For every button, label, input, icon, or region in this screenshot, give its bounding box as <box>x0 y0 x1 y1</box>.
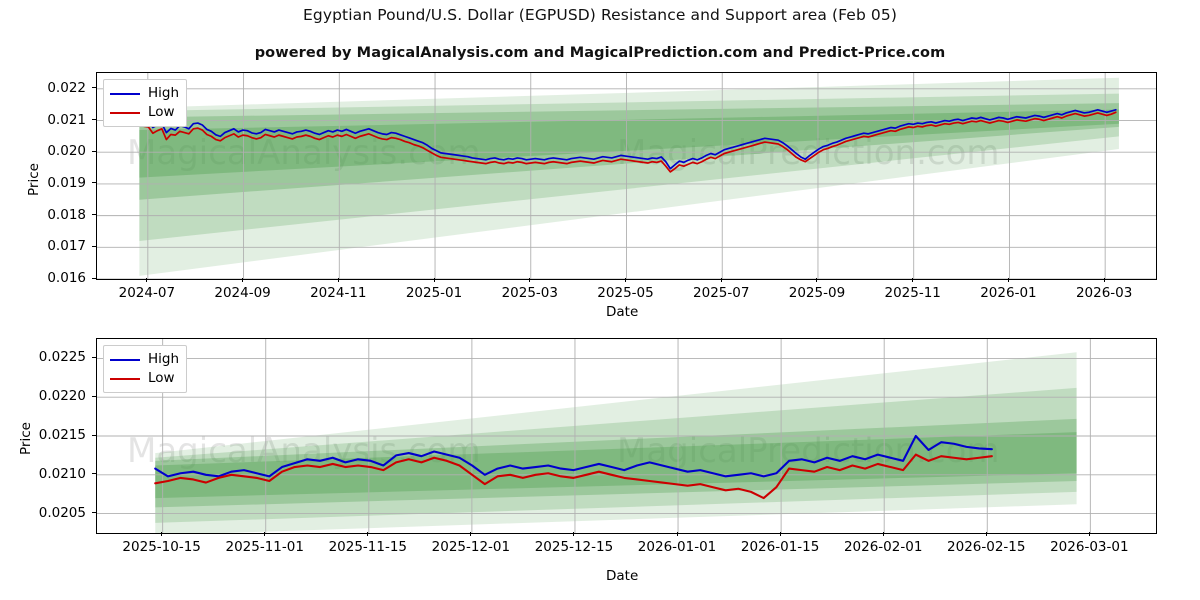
x-tick-label: 2025-12-01 <box>431 539 511 555</box>
zoom-y-axis-label: Price <box>18 422 34 455</box>
y-tick-label: 0.022 <box>47 79 86 96</box>
x-tick-mark <box>882 532 884 536</box>
x-tick-label: 2025-01 <box>405 285 463 301</box>
overview-plot-area: MagicalAnalysis.com MagicalPrediction.co… <box>97 73 1156 279</box>
page-title: Egyptian Pound/U.S. Dollar (EGPUSD) Resi… <box>303 6 897 24</box>
legend-label-high-zoom: High <box>148 350 180 367</box>
zoom-x-axis-label: Date <box>606 568 639 584</box>
x-tick-label: 2026-03 <box>1075 285 1133 301</box>
x-tick-mark <box>264 532 266 536</box>
x-tick-label: 2026-01-15 <box>740 539 820 555</box>
y-tick-mark <box>92 245 96 247</box>
legend-row-high: High <box>110 84 179 103</box>
x-tick-label: 2025-11-15 <box>328 539 408 555</box>
y-tick-label: 0.0205 <box>38 504 86 521</box>
x-tick-mark <box>529 278 531 282</box>
x-tick-mark <box>816 278 818 282</box>
y-tick-mark <box>92 150 96 152</box>
x-tick-mark <box>1103 278 1105 282</box>
x-tick-mark <box>146 278 148 282</box>
x-tick-label: 2025-12-15 <box>534 539 614 555</box>
legend-row-low-zoom: Low <box>110 369 179 388</box>
zoom-svg <box>97 339 1156 533</box>
legend-label-low: Low <box>148 103 175 120</box>
y-tick-mark <box>92 119 96 121</box>
x-tick-mark <box>337 278 339 282</box>
y-tick-label: 0.0210 <box>38 465 86 482</box>
y-tick-label: 0.020 <box>47 143 86 160</box>
y-tick-mark <box>92 512 96 514</box>
x-tick-mark <box>912 278 914 282</box>
x-tick-mark <box>433 278 435 282</box>
x-tick-label: 2026-01 <box>980 285 1037 301</box>
legend-swatch-low-zoom <box>110 377 140 380</box>
x-tick-label: 2025-11 <box>884 285 941 301</box>
y-tick-mark <box>92 356 96 358</box>
x-tick-label: 2026-02-15 <box>947 539 1026 555</box>
x-tick-mark <box>161 532 163 536</box>
y-tick-label: 0.0215 <box>38 427 86 443</box>
x-tick-label: 2025-11-01 <box>225 539 304 555</box>
y-tick-mark <box>92 277 96 279</box>
y-tick-label: 0.0220 <box>38 388 86 405</box>
zoom-legend: High Low <box>103 345 188 393</box>
x-tick-mark <box>367 532 369 536</box>
y-tick-label: 0.016 <box>47 270 86 286</box>
y-tick-mark <box>92 214 96 216</box>
page-subtitle: powered by MagicalAnalysis.com and Magic… <box>254 45 946 61</box>
x-tick-mark <box>779 532 781 536</box>
x-tick-mark <box>985 532 987 536</box>
legend-label-low-zoom: Low <box>148 369 175 386</box>
x-tick-mark <box>242 278 244 282</box>
x-tick-label: 2026-01-01 <box>637 539 717 555</box>
x-tick-label: 2024-11 <box>310 285 367 301</box>
x-tick-label: 2025-09 <box>788 285 846 301</box>
legend-swatch-low <box>110 111 140 114</box>
x-tick-label: 2025-05 <box>597 285 654 301</box>
y-tick-mark <box>92 395 96 397</box>
x-tick-mark <box>1088 532 1090 536</box>
legend-label-high: High <box>148 84 180 101</box>
x-tick-mark <box>1007 278 1009 282</box>
x-tick-label: 2026-03-01 <box>1050 539 1129 555</box>
y-tick-mark <box>92 87 96 89</box>
x-tick-label: 2025-07 <box>693 285 750 301</box>
x-tick-label: 2025-03 <box>501 285 558 301</box>
x-tick-mark <box>470 532 472 536</box>
y-tick-label: 0.019 <box>47 174 86 191</box>
x-tick-label: 2024-07 <box>118 285 176 301</box>
y-tick-label: 0.021 <box>47 111 86 128</box>
x-tick-mark <box>720 278 722 282</box>
overview-svg <box>97 73 1156 279</box>
zoom-plot-area: MagicalAnalysis.com MagicalPrediction.co… <box>97 339 1156 533</box>
x-tick-mark <box>573 532 575 536</box>
overview-chart-panel: MagicalAnalysis.com MagicalPrediction.co… <box>96 72 1157 280</box>
x-tick-mark <box>625 278 626 282</box>
x-tick-label: 2025-10-15 <box>122 539 201 555</box>
legend-swatch-high-zoom <box>110 358 140 361</box>
x-tick-label: 2024-09 <box>214 285 271 301</box>
x-tick-label: 2026-02-01 <box>843 539 923 555</box>
overview-legend: High Low <box>103 79 188 127</box>
x-tick-mark <box>676 532 678 536</box>
y-tick-label: 0.017 <box>47 238 86 255</box>
legend-row-low: Low <box>110 103 179 122</box>
overview-x-axis-label: Date <box>606 304 639 320</box>
y-tick-mark <box>92 473 96 475</box>
y-tick-mark <box>92 182 96 184</box>
legend-swatch-high <box>110 92 140 95</box>
zoom-chart-panel: MagicalAnalysis.com MagicalPrediction.co… <box>96 338 1157 534</box>
legend-row-high-zoom: High <box>110 350 179 369</box>
y-tick-label: 0.018 <box>47 206 86 223</box>
overview-y-axis-label: Price <box>26 163 42 196</box>
y-tick-label: 0.0225 <box>38 349 86 366</box>
y-tick-mark <box>92 434 96 436</box>
